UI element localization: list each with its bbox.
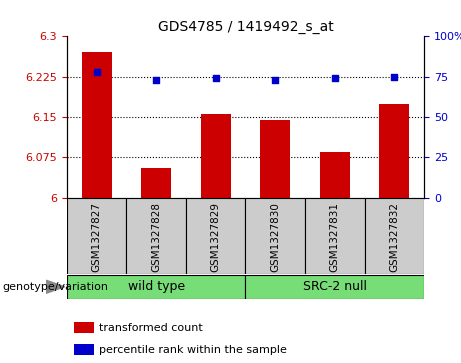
- Bar: [126, 198, 186, 274]
- Bar: [74, 322, 94, 333]
- Bar: [74, 344, 94, 355]
- Text: GSM1327830: GSM1327830: [270, 202, 280, 272]
- Bar: [245, 198, 305, 274]
- Bar: [305, 198, 365, 274]
- Text: GSM1327832: GSM1327832: [390, 202, 399, 272]
- Polygon shape: [46, 280, 65, 293]
- Bar: [365, 198, 424, 274]
- Point: [212, 76, 219, 81]
- Text: GSM1327829: GSM1327829: [211, 202, 221, 272]
- Point: [93, 69, 100, 75]
- Title: GDS4785 / 1419492_s_at: GDS4785 / 1419492_s_at: [158, 20, 333, 34]
- Bar: [67, 198, 126, 274]
- Text: SRC-2 null: SRC-2 null: [303, 280, 367, 293]
- Bar: [379, 103, 409, 198]
- Text: genotype/variation: genotype/variation: [2, 282, 108, 292]
- Text: GSM1327831: GSM1327831: [330, 202, 340, 272]
- Point: [331, 76, 338, 81]
- Bar: [260, 120, 290, 198]
- Text: percentile rank within the sample: percentile rank within the sample: [99, 345, 287, 355]
- Point: [272, 77, 279, 83]
- Bar: [201, 114, 230, 198]
- Bar: [82, 53, 112, 198]
- Text: GSM1327828: GSM1327828: [151, 202, 161, 272]
- Bar: [245, 274, 424, 299]
- Bar: [67, 274, 245, 299]
- Text: transformed count: transformed count: [99, 323, 203, 333]
- Point: [390, 74, 398, 79]
- Bar: [320, 152, 350, 198]
- Point: [153, 77, 160, 83]
- Bar: [186, 198, 245, 274]
- Text: wild type: wild type: [128, 280, 185, 293]
- Text: GSM1327827: GSM1327827: [92, 202, 101, 272]
- Bar: [141, 168, 171, 198]
